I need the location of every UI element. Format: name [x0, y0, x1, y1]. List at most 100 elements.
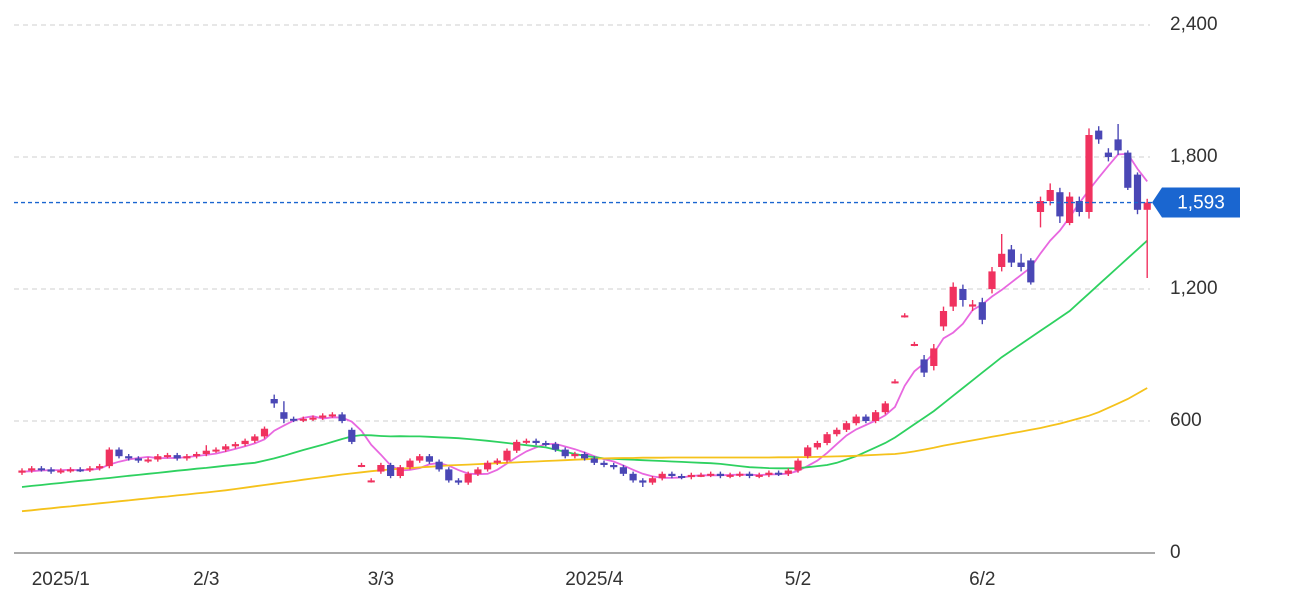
- candle-body: [872, 412, 880, 421]
- candle-body: [581, 454, 589, 459]
- candle-body: [1066, 196, 1074, 223]
- candle-body: [387, 465, 395, 476]
- candle-body: [842, 423, 851, 430]
- candle-body: [561, 449, 569, 457]
- y-tick-label: 2,400: [1170, 14, 1218, 35]
- moving-average-line: [21, 239, 1148, 488]
- candle-body: [988, 271, 996, 289]
- candle-body: [125, 456, 133, 459]
- candle-body: [804, 447, 812, 457]
- candle-body: [610, 465, 618, 468]
- candle-body: [338, 414, 346, 421]
- candle-body: [697, 474, 705, 477]
- candle-body: [823, 434, 831, 443]
- candle-body: [57, 470, 65, 473]
- candle-body: [377, 465, 385, 472]
- x-tick-label: 6/2: [969, 569, 995, 590]
- candle-body: [37, 468, 45, 471]
- candle-body: [920, 359, 928, 373]
- candle-body: [707, 473, 715, 476]
- candle-body: [115, 449, 123, 457]
- candle-body: [18, 470, 26, 473]
- candle-body: [144, 459, 152, 462]
- candle-body: [134, 458, 142, 461]
- candle-body: [416, 456, 424, 461]
- candle-body: [96, 466, 104, 469]
- candle-body: [1027, 260, 1035, 283]
- candle-body: [658, 473, 666, 479]
- candle-body: [183, 456, 191, 459]
- y-tick-label: 1,200: [1170, 278, 1218, 299]
- candle-body: [105, 449, 113, 467]
- candle-body: [639, 480, 647, 483]
- candle-body: [1056, 192, 1064, 217]
- candle-body: [978, 302, 986, 320]
- candle-body: [241, 440, 249, 445]
- candle-body: [1007, 249, 1015, 263]
- candle-body: [231, 444, 239, 447]
- moving-average-line: [21, 387, 1148, 513]
- candle-body: [66, 469, 75, 472]
- x-tick-label: 2025/1: [32, 569, 90, 590]
- candle-body: [668, 473, 676, 476]
- candle-body: [522, 440, 530, 443]
- candle-body: [755, 474, 763, 477]
- candle-body: [348, 429, 356, 442]
- candle-body: [47, 469, 55, 472]
- candle-body: [901, 315, 909, 318]
- candle-body: [542, 443, 550, 445]
- candle-body: [862, 416, 870, 421]
- candle-body: [503, 450, 511, 461]
- candle-body: [930, 348, 938, 366]
- candle-body: [474, 469, 482, 474]
- candle-body: [1104, 152, 1112, 157]
- candle-body: [1085, 135, 1093, 212]
- candle-body: [28, 468, 36, 471]
- candle-body: [260, 428, 269, 437]
- candle-body: [86, 468, 94, 471]
- candle-body: [435, 461, 443, 470]
- candle-body: [998, 253, 1006, 267]
- candle-body: [1124, 152, 1132, 188]
- candle-body: [939, 311, 948, 327]
- candle-body: [445, 469, 453, 481]
- candle-body: [571, 454, 579, 457]
- candle-body: [357, 465, 366, 467]
- candle-body: [765, 472, 773, 475]
- candle-body: [881, 403, 889, 413]
- candle-body: [154, 456, 162, 460]
- candle-body: [367, 480, 375, 483]
- candle-body: [309, 417, 317, 420]
- candle-body: [969, 304, 977, 307]
- candle-body: [1133, 174, 1142, 210]
- candle-body: [726, 474, 734, 477]
- candle-body: [493, 460, 501, 463]
- candle-body: [532, 440, 540, 443]
- candle-body: [299, 418, 307, 421]
- x-tick-label: 3/3: [368, 569, 394, 590]
- y-tick-label: 1,800: [1170, 146, 1218, 167]
- candle-body: [648, 478, 657, 483]
- candle-body: [629, 473, 637, 481]
- candle-body: [1095, 130, 1103, 140]
- candle-body: [76, 469, 84, 472]
- candle-body: [1114, 139, 1122, 151]
- candle-body: [678, 476, 686, 478]
- candle-body: [163, 455, 172, 458]
- candle-body: [406, 460, 414, 468]
- candle-body: [328, 414, 336, 417]
- y-tick-label: 0: [1170, 542, 1181, 563]
- candle-body: [202, 450, 210, 454]
- candle-body: [1046, 190, 1054, 201]
- candle-body: [1075, 201, 1083, 212]
- x-tick-label: 2025/4: [565, 569, 624, 590]
- candle-body: [173, 455, 181, 459]
- candle-body: [600, 462, 608, 465]
- candle-body: [716, 473, 724, 476]
- candle-body: [425, 456, 433, 462]
- last-price-label: 1,593: [1177, 193, 1225, 214]
- candle-body: [280, 412, 288, 419]
- candle-body: [687, 474, 695, 478]
- candle-body: [1143, 202, 1151, 210]
- candle-body: [590, 458, 598, 463]
